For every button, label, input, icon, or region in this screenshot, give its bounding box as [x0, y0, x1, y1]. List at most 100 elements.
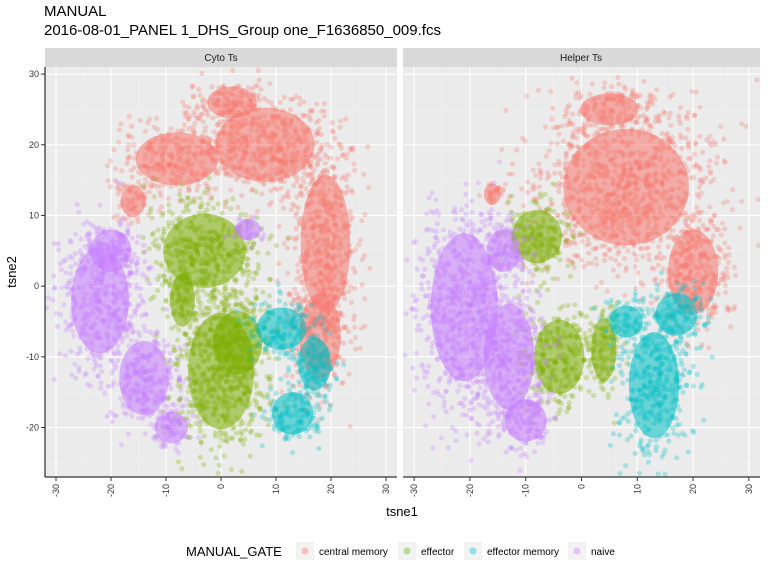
data-point — [206, 167, 213, 173]
data-point — [186, 335, 192, 341]
data-point — [183, 180, 189, 186]
data-point — [258, 321, 264, 327]
data-point — [646, 252, 652, 258]
data-point — [177, 145, 183, 151]
data-point — [180, 99, 186, 105]
data-point — [177, 376, 183, 382]
data-point — [195, 363, 201, 369]
data-point — [189, 260, 196, 266]
data-point — [350, 144, 356, 151]
data-point — [263, 335, 269, 341]
data-point — [77, 345, 83, 351]
data-point — [315, 237, 321, 243]
data-point — [198, 300, 204, 306]
data-point — [311, 224, 317, 230]
data-point — [68, 271, 74, 277]
data-point — [161, 273, 167, 279]
data-point — [280, 205, 287, 211]
data-point — [255, 106, 261, 112]
data-point — [323, 351, 329, 357]
data-point — [310, 362, 316, 369]
data-point — [332, 253, 338, 259]
data-point — [244, 241, 250, 247]
data-point — [90, 311, 96, 317]
data-point — [90, 306, 96, 312]
data-point — [258, 307, 264, 313]
data-point — [244, 386, 250, 392]
data-point — [173, 285, 180, 291]
data-point — [272, 118, 279, 124]
data-point — [221, 387, 227, 393]
data-point — [181, 249, 187, 255]
data-point — [135, 215, 141, 222]
data-point — [288, 320, 294, 326]
data-point — [231, 288, 238, 294]
data-point — [244, 138, 250, 144]
data-point — [122, 256, 128, 263]
data-point — [217, 243, 223, 249]
data-point — [212, 366, 218, 372]
data-point — [306, 159, 312, 165]
data-point — [236, 100, 242, 106]
data-point — [227, 371, 234, 377]
data-point — [125, 147, 131, 153]
data-point — [194, 330, 200, 336]
data-point — [309, 244, 315, 250]
data-point — [198, 440, 204, 446]
data-point — [274, 165, 280, 171]
data-point — [206, 377, 212, 383]
data-point — [155, 176, 161, 182]
data-point — [131, 347, 137, 353]
data-point — [174, 226, 180, 232]
data-point — [316, 289, 322, 295]
data-point — [88, 221, 94, 227]
data-point — [248, 245, 254, 251]
data-point — [244, 389, 251, 395]
data-point — [317, 303, 323, 309]
data-point — [184, 376, 190, 382]
data-point — [198, 278, 204, 285]
data-point — [206, 213, 212, 219]
data-point — [224, 377, 230, 383]
data-point — [320, 288, 326, 294]
data-point — [116, 331, 122, 337]
data-point — [118, 292, 124, 298]
data-point — [236, 174, 242, 180]
data-point — [175, 157, 181, 163]
data-point — [267, 304, 273, 310]
data-point — [68, 239, 74, 245]
data-point — [233, 335, 239, 341]
data-point — [234, 386, 241, 392]
data-point — [121, 246, 127, 252]
data-point — [359, 257, 365, 263]
data-point — [180, 263, 186, 269]
data-point — [251, 118, 257, 124]
data-point — [148, 148, 154, 154]
data-point — [332, 309, 338, 315]
data-point — [77, 334, 83, 340]
data-point — [228, 291, 234, 297]
data-point — [210, 293, 216, 299]
data-point — [245, 167, 251, 173]
data-point — [310, 176, 316, 182]
data-point — [266, 376, 272, 382]
data-point — [332, 192, 338, 198]
data-point — [126, 273, 132, 279]
data-point — [298, 139, 304, 145]
data-point — [300, 311, 306, 317]
data-point — [227, 294, 234, 300]
data-point — [221, 222, 227, 228]
data-point — [304, 270, 310, 277]
data-point — [294, 307, 300, 313]
data-point — [314, 348, 320, 354]
data-point — [198, 390, 204, 396]
data-point — [227, 102, 233, 108]
data-point — [109, 316, 115, 322]
data-point — [315, 424, 321, 430]
data-point — [312, 281, 318, 287]
data-point — [278, 376, 284, 382]
data-point — [196, 232, 202, 238]
data-point — [290, 322, 297, 328]
data-point — [217, 130, 223, 137]
data-point — [259, 119, 265, 125]
